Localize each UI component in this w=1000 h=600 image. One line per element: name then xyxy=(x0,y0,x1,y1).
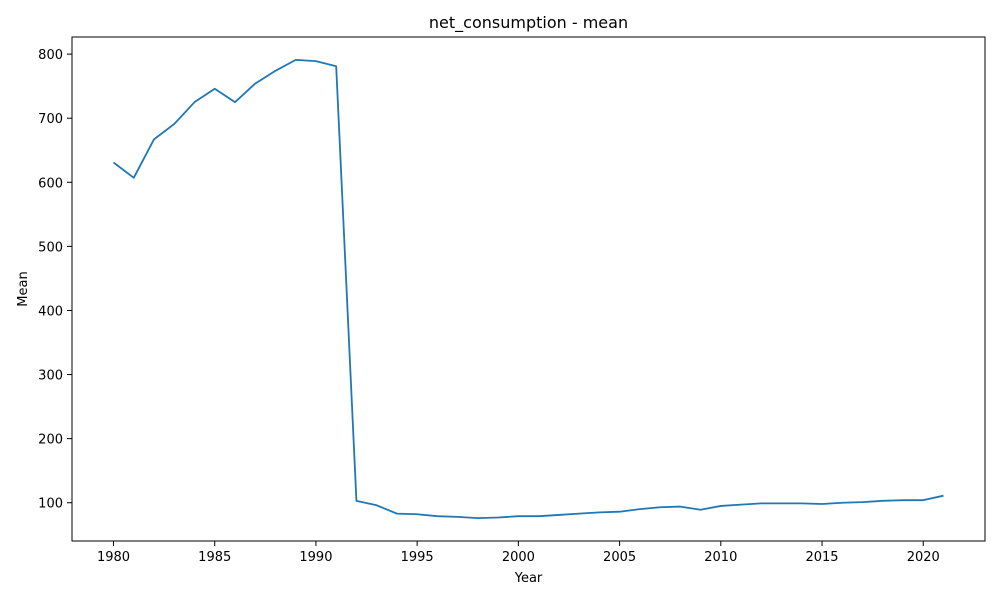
x-tick-label: 2000 xyxy=(502,550,535,565)
y-tick-label: 100 xyxy=(38,497,63,512)
y-tick-label: 800 xyxy=(38,48,63,63)
x-tick-label: 2020 xyxy=(907,550,940,565)
series-line xyxy=(112,58,944,520)
y-axis-label: Mean xyxy=(16,271,31,306)
x-tick-label: 2005 xyxy=(603,550,636,565)
x-tick-label: 2015 xyxy=(805,550,838,565)
y-tick-label: 700 xyxy=(38,112,63,127)
y-tick-label: 600 xyxy=(38,176,63,191)
y-tick-label: 500 xyxy=(38,240,63,255)
x-tick-label: 1990 xyxy=(299,550,332,565)
plot-area: 1980 1985 1990 1995 2000 2005 2010 2015 2020 100 2… xyxy=(38,48,944,565)
x-tick-label: 1985 xyxy=(198,550,231,565)
x-tick-label: 2010 xyxy=(704,550,737,565)
plot-frame xyxy=(71,36,986,542)
x-axis-label: Year xyxy=(514,571,543,586)
x-tick-label: 1995 xyxy=(401,550,434,565)
chart-title: net_consumption - mean xyxy=(429,13,628,33)
y-tick-label: 200 xyxy=(38,433,63,448)
y-tick-label: 400 xyxy=(38,304,63,319)
y-tick-label: 300 xyxy=(38,369,63,384)
x-tick-label: 1980 xyxy=(97,550,130,565)
